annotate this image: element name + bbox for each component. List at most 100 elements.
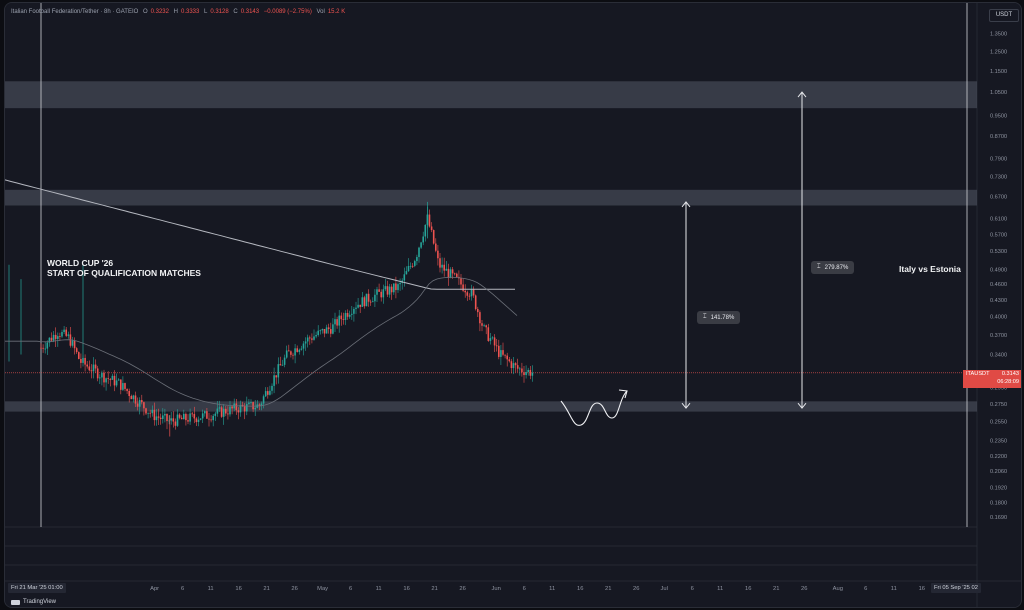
- candle-body: [210, 419, 212, 421]
- candle-body: [344, 312, 347, 320]
- candle-body: [300, 348, 303, 350]
- candle-body: [304, 341, 307, 344]
- currency-selector[interactable]: USDT: [989, 9, 1019, 22]
- candle-body: [493, 337, 496, 346]
- price-tick-label: 0.7900: [990, 156, 1007, 162]
- time-tick-label: 26: [801, 586, 807, 592]
- price-tick-label: 0.2060: [990, 469, 1007, 475]
- resistance-zone-0: [5, 81, 977, 109]
- candle-body: [416, 257, 418, 262]
- candle-body: [42, 347, 44, 349]
- candle-body: [149, 412, 151, 414]
- candle-body: [424, 224, 427, 237]
- price-chart[interactable]: 1.3500 1.2500 1.1500 1.0500 0.9500 0.8700 0.79…: [5, 3, 1021, 607]
- low-value: 0.3128: [210, 9, 229, 15]
- candle-body: [227, 413, 229, 415]
- candle-body: [260, 403, 263, 406]
- low-label: L: [204, 9, 208, 15]
- volume-label: Vol: [316, 9, 325, 15]
- candle-body: [122, 383, 124, 390]
- candle-body: [500, 350, 502, 357]
- candle-body: [113, 375, 116, 386]
- candle-body: [388, 286, 391, 295]
- candle-body: [403, 274, 406, 281]
- candle-body: [348, 314, 351, 317]
- measure-arrow-large-tail: [797, 402, 807, 409]
- price-tick-label: 0.4300: [990, 298, 1007, 304]
- time-tick-label: 16: [745, 586, 751, 592]
- candle-body: [78, 352, 80, 359]
- time-tick-label: 16: [577, 586, 583, 592]
- time-tick-label: 21: [263, 586, 269, 592]
- candle-body: [472, 289, 475, 296]
- candle-body: [153, 409, 156, 421]
- candle-body: [441, 264, 443, 268]
- price-tick-label: 0.2950: [990, 386, 1007, 392]
- candle-body: [466, 292, 469, 296]
- volume-value: 15.2 K: [327, 9, 346, 15]
- candle-body: [267, 391, 269, 395]
- candle-body: [298, 349, 301, 352]
- time-tick-label: 6: [523, 586, 526, 592]
- candle-body: [430, 226, 433, 231]
- candle-body: [340, 315, 343, 320]
- candle-body: [294, 348, 296, 356]
- candle-body: [195, 418, 198, 423]
- candle-body: [178, 414, 181, 418]
- tradingview-icon: [11, 599, 20, 605]
- price-tick-label: 0.1800: [990, 500, 1007, 506]
- candle-body: [508, 359, 511, 362]
- price-tick-label: 1.1500: [990, 69, 1007, 75]
- time-tick-label: Jun: [492, 586, 501, 592]
- candle-body: [453, 273, 456, 275]
- time-tick-label: 21: [605, 586, 611, 592]
- candle-body: [246, 404, 248, 412]
- candle-body: [128, 390, 130, 397]
- candle-body: [510, 361, 513, 369]
- candle-body: [136, 403, 139, 407]
- candle-body: [285, 350, 288, 358]
- candle-body: [172, 418, 175, 422]
- tradingview-logo[interactable]: TradingView: [11, 599, 56, 605]
- time-tick-label: 26: [459, 586, 465, 592]
- candle-body: [439, 258, 441, 268]
- candle-body: [477, 309, 479, 313]
- candle-body: [84, 357, 86, 365]
- open-value: 0.3232: [150, 9, 169, 15]
- measure-label-large[interactable]: ⌶ 279.87%: [811, 261, 855, 274]
- price-tick-label: 0.2350: [990, 438, 1007, 444]
- candle-body: [353, 308, 355, 314]
- time-tick-label: Apr: [150, 586, 159, 592]
- symbol-title[interactable]: Italian Football Federation/Tether · 8h …: [11, 9, 139, 15]
- time-tick-label: Aug: [833, 586, 843, 592]
- candle-body: [374, 294, 376, 302]
- candle-body: [59, 336, 61, 337]
- candle-body: [115, 380, 118, 386]
- candle-body: [168, 420, 170, 422]
- candle-body: [485, 325, 487, 328]
- candle-body: [80, 358, 82, 363]
- measure-label-small[interactable]: ⌶ 141.78%: [697, 311, 741, 324]
- candle-body: [264, 391, 267, 397]
- candle-body: [279, 364, 282, 366]
- candle-body: [519, 368, 521, 370]
- candle-body: [409, 265, 412, 267]
- candle-body: [514, 363, 517, 366]
- candle-body: [483, 325, 485, 327]
- price-tick-label: 0.1920: [990, 485, 1007, 491]
- candle-body: [103, 372, 105, 383]
- candle-body: [132, 395, 135, 400]
- candle-body: [67, 334, 70, 336]
- candle-body: [174, 421, 177, 426]
- price-tick-label: 0.6100: [990, 216, 1007, 222]
- price-tick-label: 0.4600: [990, 282, 1007, 288]
- price-tag-symbol: ITAUSDT: [966, 371, 990, 377]
- candle-body: [107, 378, 109, 380]
- high-value: 0.3333: [181, 9, 200, 15]
- candle-body: [332, 324, 334, 334]
- candle-body: [222, 408, 225, 417]
- time-tick-label: 11: [717, 586, 723, 592]
- candle-body: [96, 368, 99, 379]
- last-price-tag: ITAUSDT 0.3143 06:28:09: [963, 370, 1021, 388]
- candle-body: [204, 411, 206, 414]
